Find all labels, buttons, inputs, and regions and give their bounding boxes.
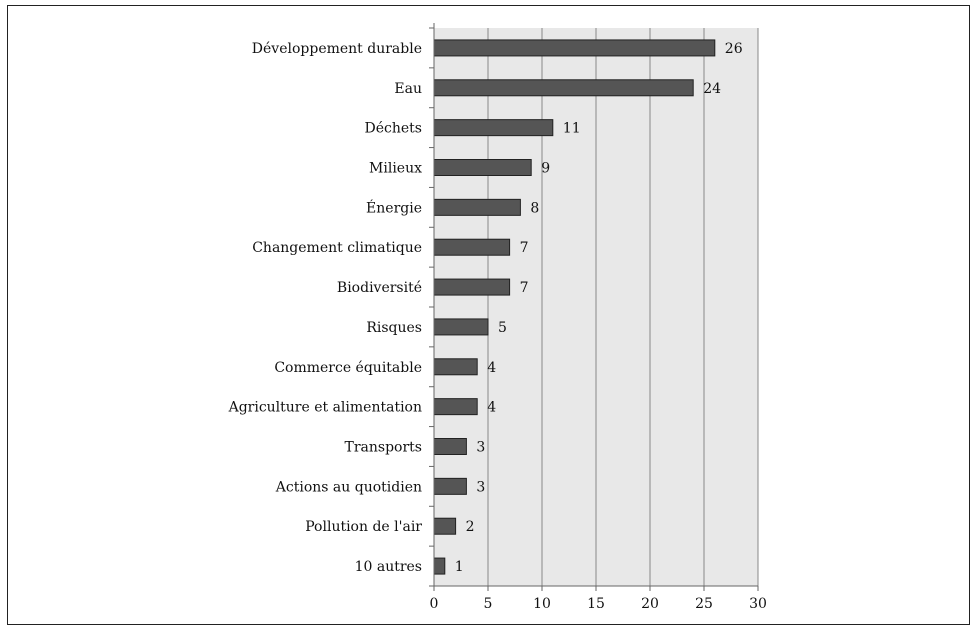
bar-8 (433, 358, 478, 376)
bar-chart: Développement durable Eau Déchets Milieux Én… (228, 23, 767, 612)
value-label: 24 (703, 81, 721, 97)
bar-13 (433, 557, 446, 575)
category-label: 10 autres (355, 559, 422, 575)
value-label: 9 (541, 161, 550, 177)
bar-11 (433, 477, 467, 495)
value-label: 8 (530, 200, 539, 216)
value-label: 11 (563, 121, 581, 137)
value-label: 1 (455, 559, 464, 575)
value-label: 3 (476, 479, 485, 495)
chart-frame: Développement durable Eau Déchets Milieux Én… (7, 5, 970, 625)
bar-0 (433, 39, 716, 57)
category-label: Déchets (365, 121, 422, 137)
x-tick-label: 20 (641, 596, 659, 612)
bar-2 (433, 119, 554, 137)
x-tick-label: 15 (587, 596, 605, 612)
x-tick-label: 0 (430, 596, 439, 612)
x-tick-labels: 0 5 10 15 20 25 30 (430, 596, 767, 612)
value-label: 7 (520, 240, 529, 256)
value-label: 3 (476, 440, 485, 456)
x-tick-label: 25 (695, 596, 713, 612)
category-label: Eau (394, 81, 422, 97)
bar-12 (433, 517, 457, 535)
x-tick-label: 5 (484, 596, 493, 612)
value-label: 2 (466, 519, 475, 535)
bar-4 (433, 198, 521, 216)
x-tick-label: 30 (749, 596, 767, 612)
bar-9 (433, 398, 478, 416)
value-label: 26 (725, 41, 743, 57)
category-label: Changement climatique (252, 240, 422, 256)
category-label: Transports (345, 440, 422, 456)
bar-10 (433, 438, 467, 455)
bar-1 (433, 79, 694, 97)
category-label: Commerce équitable (274, 360, 422, 376)
category-label: Biodiversité (337, 280, 422, 296)
x-tick-label: 10 (533, 596, 551, 612)
category-label: Énergie (366, 198, 422, 216)
bar-3 (433, 159, 532, 176)
bar-5 (433, 238, 511, 256)
value-label: 5 (498, 320, 507, 336)
value-labels: 26 24 11 9 8 7 7 5 4 4 3 3 2 1 (455, 41, 743, 575)
value-label: 7 (520, 280, 529, 296)
axes (429, 23, 759, 591)
bar-6 (433, 278, 511, 296)
category-label: Agriculture et alimentation (228, 400, 422, 416)
bar-7 (433, 318, 489, 336)
category-label: Milieux (369, 161, 422, 177)
category-label: Pollution de l'air (305, 519, 422, 535)
category-label: Développement durable (252, 41, 422, 57)
value-label: 4 (487, 400, 496, 416)
category-label: Actions au quotidien (275, 479, 422, 495)
category-labels: Développement durable Eau Déchets Milieux Én… (228, 41, 423, 575)
value-label: 4 (487, 360, 496, 376)
category-label: Risques (366, 320, 422, 336)
